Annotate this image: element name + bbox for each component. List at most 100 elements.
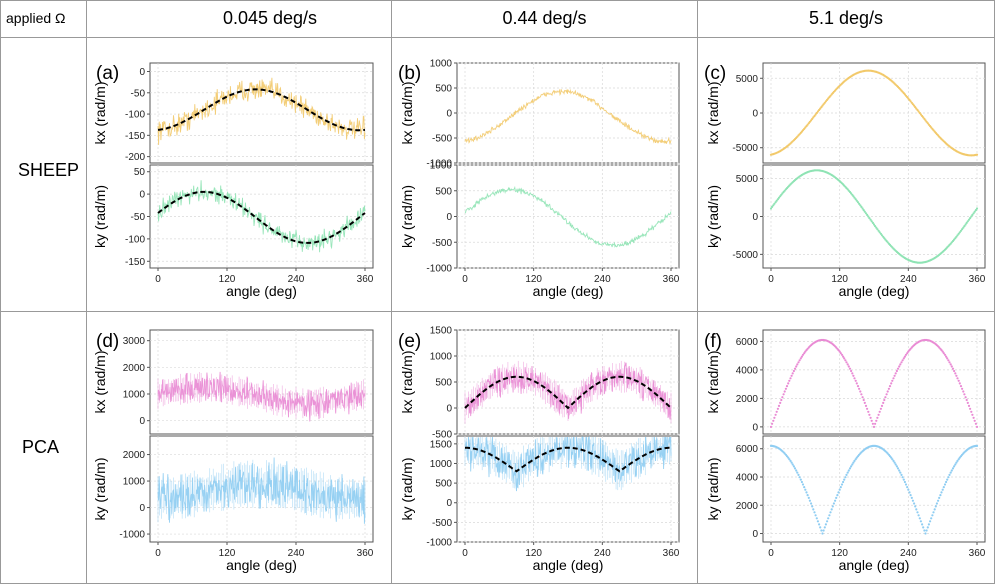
panel-letter-f: (f) xyxy=(704,331,722,352)
x-tick-label: 240 xyxy=(288,274,305,285)
data-point xyxy=(814,113,817,116)
column-header-3: 5.1 deg/s xyxy=(808,8,884,28)
plot-frame xyxy=(762,329,986,435)
data-point xyxy=(803,352,806,355)
data-point xyxy=(799,478,802,481)
data-point xyxy=(861,396,864,399)
y-tick-label: -5000 xyxy=(732,250,758,261)
x-tick-label: 240 xyxy=(594,548,611,559)
plot-frame xyxy=(149,329,374,435)
data-point xyxy=(885,393,888,396)
row-header-sheep: SHEEP xyxy=(18,160,80,180)
data-point xyxy=(967,218,971,221)
data-point xyxy=(862,398,865,402)
data-point xyxy=(812,508,815,511)
data-point xyxy=(890,382,893,385)
y-tick-label: -100 xyxy=(125,234,145,245)
ky-axis-label: ky (rad/m) xyxy=(92,458,108,521)
data-point xyxy=(974,209,978,212)
ky-axis-label: ky (rad/m) xyxy=(92,185,108,248)
y-tick-label: -50 xyxy=(131,88,146,99)
data-point xyxy=(964,396,967,399)
data-point xyxy=(917,514,920,517)
y-tick-label: 1000 xyxy=(123,390,146,401)
y-tick-label: -50 xyxy=(131,212,146,223)
data-point xyxy=(853,459,856,462)
y-tick-label: 1500 xyxy=(430,439,453,450)
data-point xyxy=(900,361,903,364)
data-point xyxy=(945,355,948,358)
data-point xyxy=(959,385,963,388)
data-point xyxy=(771,422,774,425)
data-point xyxy=(789,459,792,462)
data-point xyxy=(876,416,879,419)
data-point xyxy=(830,508,833,511)
y-tick-label: 0 xyxy=(752,422,758,433)
data-point xyxy=(835,496,838,499)
data-point xyxy=(789,377,792,380)
data-point xyxy=(864,212,868,215)
data-point xyxy=(945,480,948,484)
y-tick-label: 1000 xyxy=(123,477,146,488)
data-point xyxy=(847,365,850,368)
data-point xyxy=(863,401,866,404)
y-tick-label: 1500 xyxy=(430,326,453,337)
panel-letter-a: (a) xyxy=(96,63,119,84)
data-point xyxy=(940,349,943,352)
data-point xyxy=(781,396,784,399)
data-point xyxy=(824,523,828,526)
y-tick-label: 0 xyxy=(446,498,452,509)
data-point xyxy=(800,480,804,484)
data-point xyxy=(903,355,907,358)
data-point xyxy=(838,350,841,353)
data-point xyxy=(832,502,836,505)
data-point xyxy=(858,387,861,390)
data-point xyxy=(838,488,841,491)
data-point xyxy=(837,491,840,494)
data-point xyxy=(966,220,969,223)
data-point xyxy=(776,407,780,410)
row-header-pca: PCA xyxy=(22,437,60,457)
data-point xyxy=(922,116,925,119)
data-point xyxy=(818,523,821,526)
kx-axis-label: kx (rad/m) xyxy=(705,82,721,145)
data-point xyxy=(788,458,791,461)
data-point xyxy=(807,496,810,499)
data-point xyxy=(852,374,855,377)
data-point xyxy=(799,357,802,360)
data-point xyxy=(893,461,896,464)
data-point xyxy=(878,410,881,413)
data-point xyxy=(930,517,933,520)
data-point xyxy=(769,207,773,210)
data-point xyxy=(793,367,797,370)
data-point xyxy=(975,444,979,447)
y-tick-label: 500 xyxy=(435,84,452,95)
data-point xyxy=(951,367,955,370)
y-tick-label: 5000 xyxy=(736,174,759,185)
data-point xyxy=(927,523,931,526)
data-point xyxy=(874,225,877,228)
data-point xyxy=(870,220,873,223)
data-point xyxy=(872,425,876,428)
x-tick-label: 360 xyxy=(357,274,374,285)
y-tick-label: 2000 xyxy=(736,501,759,512)
data-point xyxy=(941,350,944,353)
data-point xyxy=(823,526,826,529)
data-point xyxy=(903,480,907,484)
ky-axis-label: ky (rad/m) xyxy=(399,185,415,248)
data-point xyxy=(774,413,777,416)
data-point xyxy=(782,393,785,396)
data-point xyxy=(796,471,799,474)
data-point xyxy=(826,520,829,523)
data-point xyxy=(788,379,791,382)
data-point xyxy=(791,463,794,466)
data-point xyxy=(931,514,934,517)
data-point xyxy=(871,422,875,425)
data-point xyxy=(792,465,796,468)
data-point xyxy=(829,511,832,514)
data-point xyxy=(848,467,852,470)
data-point xyxy=(842,355,845,358)
data-point xyxy=(943,353,947,356)
x-tick-label: 240 xyxy=(900,274,917,285)
data-point xyxy=(899,363,902,366)
